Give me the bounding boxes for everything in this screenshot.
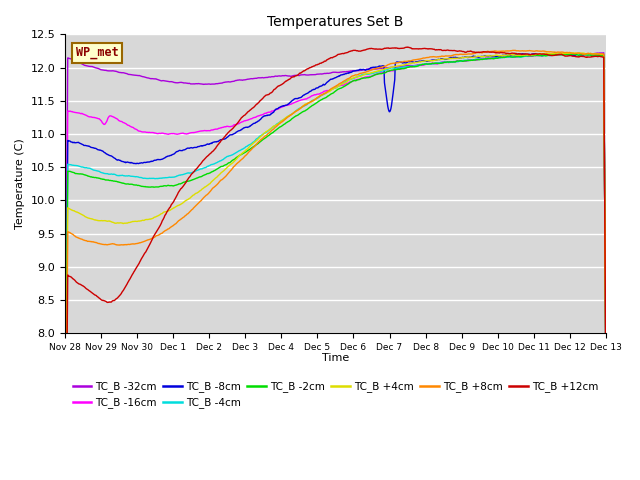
TC_B -16cm: [580, 51, 588, 57]
TC_B -8cm: [493, 54, 500, 60]
TC_B -4cm: [493, 55, 500, 61]
TC_B -2cm: [280, 121, 287, 127]
Line: TC_B -8cm: TC_B -8cm: [65, 53, 606, 480]
TC_B +8cm: [116, 242, 124, 248]
TC_B -8cm: [550, 50, 558, 56]
TC_B -8cm: [602, 376, 610, 382]
TC_B -4cm: [483, 56, 491, 61]
TC_B -2cm: [300, 109, 307, 115]
Title: Temperatures Set B: Temperatures Set B: [268, 15, 404, 29]
TC_B -32cm: [300, 72, 307, 78]
TC_B -32cm: [600, 50, 607, 56]
TC_B +8cm: [493, 48, 500, 54]
TC_B -16cm: [483, 56, 491, 62]
Legend: TC_B -32cm, TC_B -16cm, TC_B -8cm, TC_B -4cm, TC_B -2cm, TC_B +4cm, TC_B +8cm, T: TC_B -32cm, TC_B -16cm, TC_B -8cm, TC_B …: [68, 377, 603, 413]
TC_B -2cm: [483, 56, 491, 61]
TC_B -16cm: [300, 96, 307, 102]
TC_B -4cm: [602, 376, 610, 382]
TC_B -32cm: [602, 375, 610, 381]
TC_B +4cm: [116, 220, 124, 226]
TC_B +4cm: [602, 375, 610, 381]
TC_B +12cm: [493, 50, 501, 56]
TC_B -4cm: [116, 173, 124, 179]
Line: TC_B -32cm: TC_B -32cm: [65, 53, 606, 461]
TC_B -2cm: [433, 60, 440, 66]
TC_B -32cm: [280, 73, 287, 79]
TC_B -32cm: [433, 60, 440, 66]
TC_B -32cm: [493, 55, 500, 61]
TC_B -2cm: [493, 55, 500, 61]
Line: TC_B +8cm: TC_B +8cm: [65, 50, 606, 480]
TC_B +12cm: [433, 47, 441, 53]
TC_B +8cm: [280, 118, 287, 123]
TC_B -16cm: [280, 103, 287, 109]
Line: TC_B -4cm: TC_B -4cm: [65, 54, 606, 480]
TC_B +4cm: [300, 103, 307, 109]
Y-axis label: Temperature (C): Temperature (C): [15, 138, 25, 229]
TC_B +8cm: [433, 54, 440, 60]
TC_B -8cm: [483, 53, 491, 59]
TC_B +12cm: [116, 292, 124, 298]
TC_B -8cm: [433, 57, 440, 63]
TC_B +12cm: [483, 49, 491, 55]
TC_B -4cm: [433, 60, 440, 66]
TC_B +4cm: [493, 52, 500, 58]
TC_B -32cm: [116, 70, 124, 75]
TC_B +12cm: [300, 68, 307, 74]
TC_B -16cm: [433, 61, 440, 67]
Text: WP_met: WP_met: [76, 46, 118, 60]
TC_B +8cm: [483, 48, 491, 54]
TC_B -8cm: [300, 93, 307, 98]
TC_B +4cm: [483, 53, 491, 59]
TC_B +12cm: [280, 80, 287, 86]
X-axis label: Time: Time: [322, 353, 349, 363]
TC_B -4cm: [280, 117, 287, 122]
TC_B +4cm: [280, 117, 287, 122]
TC_B -16cm: [493, 54, 500, 60]
TC_B +8cm: [300, 103, 307, 109]
TC_B -32cm: [483, 55, 491, 61]
TC_B +4cm: [433, 57, 440, 63]
TC_B -8cm: [116, 157, 124, 163]
Line: TC_B +12cm: TC_B +12cm: [65, 47, 606, 480]
Line: TC_B -2cm: TC_B -2cm: [65, 54, 606, 480]
TC_B +8cm: [602, 375, 610, 381]
TC_B -2cm: [116, 180, 124, 185]
TC_B +8cm: [511, 48, 519, 53]
TC_B +4cm: [567, 50, 575, 56]
TC_B -8cm: [280, 103, 287, 109]
TC_B -4cm: [300, 104, 307, 109]
TC_B -4cm: [567, 51, 575, 57]
TC_B +12cm: [404, 44, 412, 50]
TC_B +12cm: [602, 377, 610, 383]
TC_B -16cm: [602, 376, 610, 382]
TC_B -16cm: [116, 119, 124, 124]
TC_B -2cm: [602, 376, 610, 382]
TC_B -32cm: [61, 458, 69, 464]
Line: TC_B +4cm: TC_B +4cm: [65, 53, 606, 480]
Line: TC_B -16cm: TC_B -16cm: [65, 54, 606, 480]
TC_B -2cm: [570, 51, 577, 57]
